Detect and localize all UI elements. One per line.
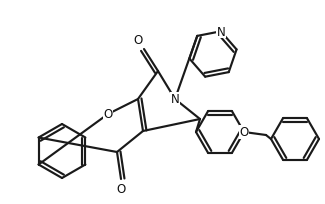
Text: O: O <box>240 126 249 139</box>
Text: N: N <box>171 93 179 106</box>
Text: O: O <box>133 34 143 47</box>
Text: O: O <box>103 108 113 121</box>
Text: O: O <box>116 183 126 196</box>
Text: N: N <box>216 26 225 39</box>
